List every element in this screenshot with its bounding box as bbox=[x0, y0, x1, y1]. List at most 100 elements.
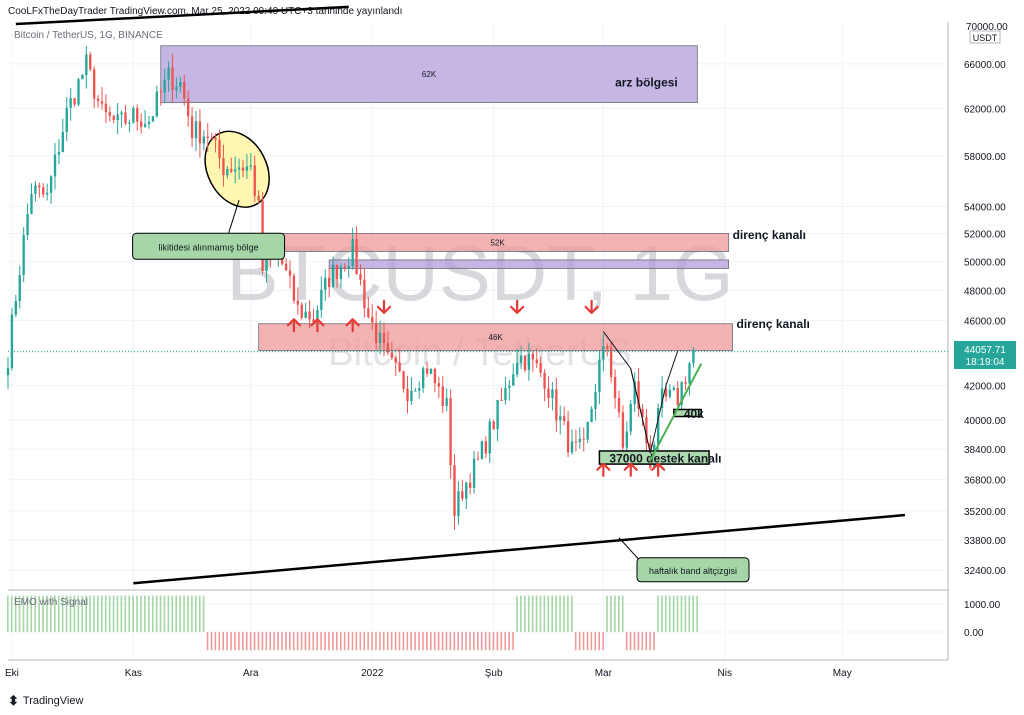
candle-body bbox=[147, 121, 151, 125]
candle-body bbox=[566, 421, 570, 453]
annotation-zone bbox=[258, 323, 733, 352]
candle-body bbox=[288, 270, 292, 276]
price-tick-label: 54000.00 bbox=[964, 203, 1006, 214]
chart-background bbox=[8, 22, 948, 690]
trendline-callout-text: haftalık band altçizgisi bbox=[649, 566, 737, 576]
candle-body bbox=[233, 169, 237, 172]
osc-bar-down bbox=[214, 632, 217, 651]
osc-bar-up bbox=[696, 595, 698, 632]
candle-body bbox=[18, 275, 21, 302]
candle-body bbox=[559, 416, 562, 421]
candle-body bbox=[359, 274, 362, 280]
candle-body bbox=[171, 67, 174, 91]
osc-bar-down bbox=[234, 632, 236, 651]
annotation-zones bbox=[160, 45, 733, 352]
osc-bar-up bbox=[567, 595, 569, 632]
candle-body bbox=[73, 98, 76, 105]
candle-body bbox=[680, 382, 683, 405]
candle-body bbox=[226, 168, 229, 176]
time-tick-label: May bbox=[833, 668, 852, 679]
osc-bar-up bbox=[618, 595, 620, 632]
osc-bar-down bbox=[226, 632, 228, 651]
osc-bar-down bbox=[289, 632, 291, 651]
osc-bar-down bbox=[308, 632, 311, 651]
osc-bar-up bbox=[524, 595, 526, 632]
candle-body bbox=[190, 116, 194, 139]
osc-bar-down bbox=[375, 632, 377, 651]
candle-body bbox=[609, 348, 613, 377]
osc-bar-up bbox=[30, 595, 33, 632]
trendline-callout-pointer bbox=[618, 537, 642, 563]
candle-body bbox=[527, 353, 531, 371]
candle-body bbox=[351, 239, 354, 267]
osc-bar-up bbox=[559, 595, 561, 632]
osc-bar-up bbox=[69, 595, 72, 632]
osc-bar-up bbox=[108, 595, 111, 632]
price-axis[interactable]: 70000.00 USDT 66000.00 62000.00 58000.00 54… bbox=[947, 22, 1008, 660]
osc-bar-up bbox=[555, 595, 557, 632]
annotation-text: direnç kanalı bbox=[737, 317, 810, 331]
osc-bar-down bbox=[492, 632, 495, 651]
candle-body bbox=[519, 355, 523, 363]
osc-bar-down bbox=[641, 632, 644, 651]
osc-bar-down bbox=[273, 632, 275, 651]
symbol-line: Bitcoin / TetherUS, 1G, BINANCE bbox=[14, 30, 163, 41]
candle-body bbox=[155, 91, 159, 117]
osc-bar-up bbox=[531, 595, 534, 632]
osc-bar-down bbox=[379, 632, 381, 651]
osc-bar-up bbox=[668, 595, 671, 632]
osc-bar-down bbox=[230, 632, 232, 651]
osc-bar-up bbox=[10, 595, 13, 632]
candle-body bbox=[664, 388, 668, 397]
candle-body bbox=[230, 168, 233, 172]
osc-bar-down bbox=[402, 632, 405, 651]
osc-bar-down bbox=[574, 632, 577, 651]
candle-body bbox=[206, 136, 209, 138]
osc-bar-up bbox=[183, 595, 185, 632]
osc-bar-down bbox=[355, 632, 358, 651]
candle-body bbox=[331, 264, 335, 287]
osc-bar-up bbox=[665, 595, 667, 632]
osc-bar-up bbox=[539, 595, 542, 632]
osc-bar-up bbox=[101, 595, 103, 632]
osc-bar-up bbox=[155, 595, 158, 632]
candle-body bbox=[316, 309, 319, 322]
osc-bar-down bbox=[480, 632, 483, 651]
candle-body bbox=[89, 54, 92, 70]
time-axis[interactable]: Eki Kas Ara 2022 Şub Mar Nis May bbox=[5, 659, 948, 679]
osc-bar-down bbox=[249, 632, 252, 651]
osc-bar-up bbox=[535, 595, 538, 632]
osc-bar-down bbox=[410, 632, 413, 651]
candle-body bbox=[96, 98, 100, 102]
last-price-marker: 44057.71 18:19:04 bbox=[954, 341, 1016, 369]
osc-bar-up bbox=[680, 595, 683, 632]
osc-bar-up bbox=[85, 595, 87, 632]
osc-bar-down bbox=[625, 632, 628, 651]
price-tick-label: 40000.00 bbox=[964, 416, 1006, 427]
candle-body bbox=[81, 75, 84, 80]
candle-body bbox=[108, 112, 112, 116]
candle-body bbox=[390, 352, 394, 358]
candle-body bbox=[253, 165, 256, 196]
candle-body bbox=[441, 386, 444, 406]
osc-bar-down bbox=[238, 632, 240, 651]
osc-bar-up bbox=[676, 595, 679, 632]
candle-body bbox=[175, 86, 178, 91]
candle-body bbox=[355, 239, 358, 275]
osc-bar-up bbox=[520, 595, 522, 632]
osc-bar-down bbox=[457, 632, 460, 651]
candle-body bbox=[245, 166, 249, 171]
arrow-up-icon bbox=[651, 462, 666, 477]
candle-body bbox=[406, 388, 409, 402]
tradingview-brand: TradingView bbox=[22, 695, 84, 707]
tradingview-logo[interactable]: ⬍ TradingView bbox=[8, 693, 83, 709]
osc-bar-down bbox=[469, 632, 471, 651]
osc-bar-up bbox=[140, 595, 142, 632]
osc-bar-up bbox=[527, 595, 530, 632]
osc-tick-label: 1000.00 bbox=[964, 600, 1001, 611]
candle-body bbox=[453, 465, 456, 517]
candle-body bbox=[468, 482, 472, 489]
osc-bar-down bbox=[218, 632, 221, 651]
candle-body bbox=[562, 416, 566, 422]
